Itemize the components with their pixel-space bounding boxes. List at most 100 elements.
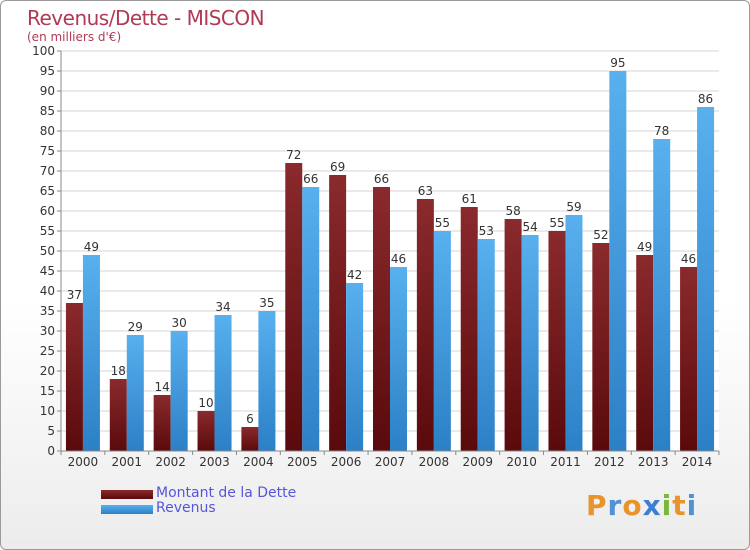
legend: Montant de la Dette Revenus (101, 485, 361, 517)
bar-revenus (170, 331, 188, 451)
y-tick-label: 70 (40, 164, 55, 178)
x-tick-label: 2010 (506, 455, 537, 469)
bar-revenus (653, 139, 671, 451)
bar-revenus (126, 335, 144, 451)
data-label-revenus: 46 (391, 252, 406, 266)
bar-revenus (258, 311, 276, 451)
bar-dette (504, 219, 522, 451)
data-label-dette: 66 (374, 172, 389, 186)
data-label-revenus: 54 (522, 220, 537, 234)
legend-item-revenus: Revenus (101, 500, 361, 517)
data-label-revenus: 30 (172, 316, 187, 330)
bar-revenus (82, 255, 100, 451)
data-label-dette: 55 (549, 216, 564, 230)
label-layer: 3749182914301034635726669426646635561535… (67, 56, 713, 426)
legend-swatch-dette (101, 490, 153, 499)
data-label-revenus: 49 (84, 240, 99, 254)
axis-layer: 0 5 10 15 20 25 30 35 40 45 50 55 60 65 70 75 80 85 90 95 10… (32, 44, 720, 469)
x-tick-label: 2002 (155, 455, 186, 469)
bar-dette (592, 243, 610, 451)
bar-dette (680, 267, 698, 451)
y-tick-label: 55 (40, 224, 55, 238)
x-tick-label: 2004 (243, 455, 274, 469)
data-label-revenus: 59 (566, 200, 581, 214)
x-tick-label: 2013 (638, 455, 669, 469)
legend-item-dette: Montant de la Dette (101, 485, 361, 502)
data-label-revenus: 29 (128, 320, 143, 334)
x-tick-label: 2008 (419, 455, 450, 469)
y-tick-label: 95 (40, 64, 55, 78)
x-tick-label: 2011 (550, 455, 581, 469)
bar-revenus (565, 215, 583, 451)
data-label-dette: 46 (681, 252, 696, 266)
bar-dette (153, 395, 171, 451)
y-tick-label: 45 (40, 264, 55, 278)
bar-dette (285, 163, 303, 451)
x-tick-label: 2003 (199, 455, 230, 469)
y-tick-label: 75 (40, 144, 55, 158)
x-tick-label: 2006 (331, 455, 362, 469)
bar-revenus (697, 107, 715, 451)
data-label-dette: 18 (111, 364, 126, 378)
bar-revenus (390, 267, 407, 451)
bar-revenus (521, 235, 539, 451)
data-label-revenus: 66 (303, 172, 318, 186)
data-label-dette: 52 (593, 228, 608, 242)
data-label-dette: 14 (155, 380, 170, 394)
bar-revenus (302, 187, 320, 451)
bar-dette (109, 379, 127, 451)
data-label-revenus: 95 (610, 56, 625, 70)
data-label-revenus: 35 (259, 296, 274, 310)
legend-label-revenus: Revenus (156, 500, 216, 516)
y-tick-label: 40 (40, 284, 55, 298)
data-label-dette: 6 (246, 412, 254, 426)
data-label-revenus: 86 (698, 92, 713, 106)
data-label-revenus: 78 (654, 124, 669, 138)
bar-dette (460, 207, 478, 451)
x-tick-label: 2000 (68, 455, 99, 469)
data-label-dette: 69 (330, 160, 345, 174)
chart-subtitle: (en milliers d'€) (27, 30, 122, 44)
proxiti-logo: Proxiti (586, 489, 698, 522)
data-label-dette: 72 (286, 148, 301, 162)
y-tick-label: 80 (40, 124, 55, 138)
y-tick-label: 20 (40, 364, 55, 378)
bar-revenus (477, 239, 495, 451)
y-tick-label: 60 (40, 204, 55, 218)
x-tick-label: 2009 (462, 455, 493, 469)
data-label-dette: 10 (198, 396, 213, 410)
y-tick-label: 25 (40, 344, 55, 358)
bar-revenus (214, 315, 232, 451)
x-tick-label: 2001 (112, 455, 143, 469)
bar-revenus (609, 71, 627, 451)
data-label-dette: 61 (462, 192, 477, 206)
bar-revenus (433, 231, 451, 451)
bar-dette (548, 231, 566, 451)
bar-dette (329, 175, 347, 451)
bar-revenus (346, 283, 364, 451)
bar-dette (65, 303, 83, 451)
y-tick-label: 85 (40, 104, 55, 118)
y-tick-label: 35 (40, 304, 55, 318)
data-label-revenus: 55 (435, 216, 450, 230)
bar-dette (197, 411, 215, 451)
y-tick-label: 100 (32, 44, 55, 58)
bar-dette (636, 255, 654, 451)
y-tick-label: 15 (40, 384, 55, 398)
y-tick-label: 10 (40, 404, 55, 418)
y-tick-label: 30 (40, 324, 55, 338)
data-label-revenus: 53 (479, 224, 494, 238)
x-tick-label: 2005 (287, 455, 318, 469)
y-tick-label: 5 (47, 424, 55, 438)
chart-title: Revenus/Dette - MISCON (27, 6, 265, 30)
data-label-dette: 63 (418, 184, 433, 198)
y-tick-label: 50 (40, 244, 55, 258)
data-label-dette: 58 (505, 204, 520, 218)
data-label-revenus: 34 (215, 300, 230, 314)
x-tick-label: 2014 (682, 455, 713, 469)
legend-swatch-revenus (101, 505, 153, 514)
data-label-dette: 49 (637, 240, 652, 254)
bar-dette (241, 427, 259, 451)
